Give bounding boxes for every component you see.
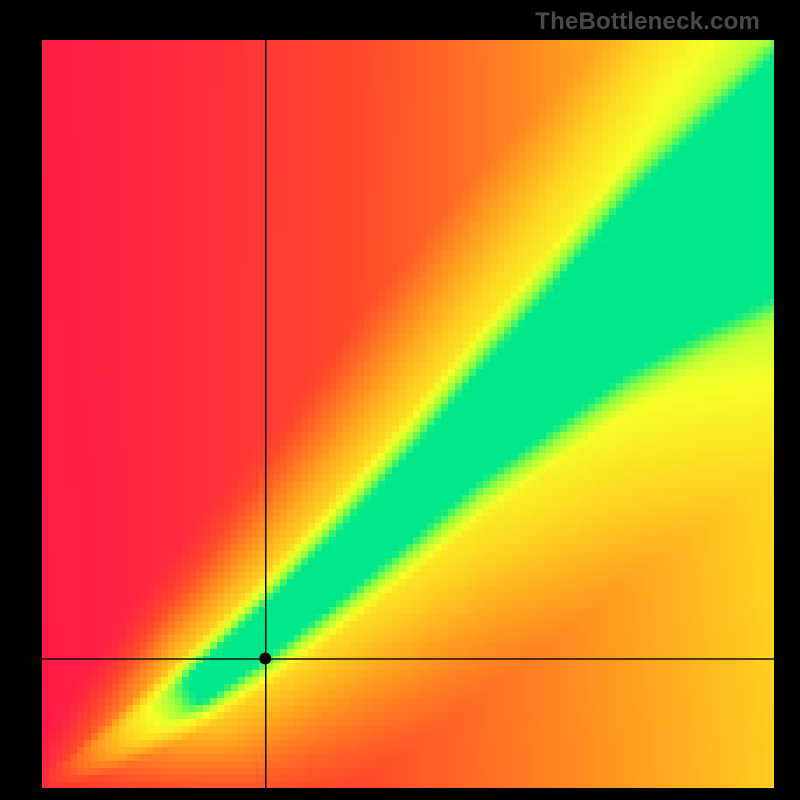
chart-container: { "watermark": { "text": "TheBottleneck.… (0, 0, 800, 800)
watermark-label: TheBottleneck.com (535, 8, 760, 36)
bottleneck-heatmap (0, 0, 800, 800)
